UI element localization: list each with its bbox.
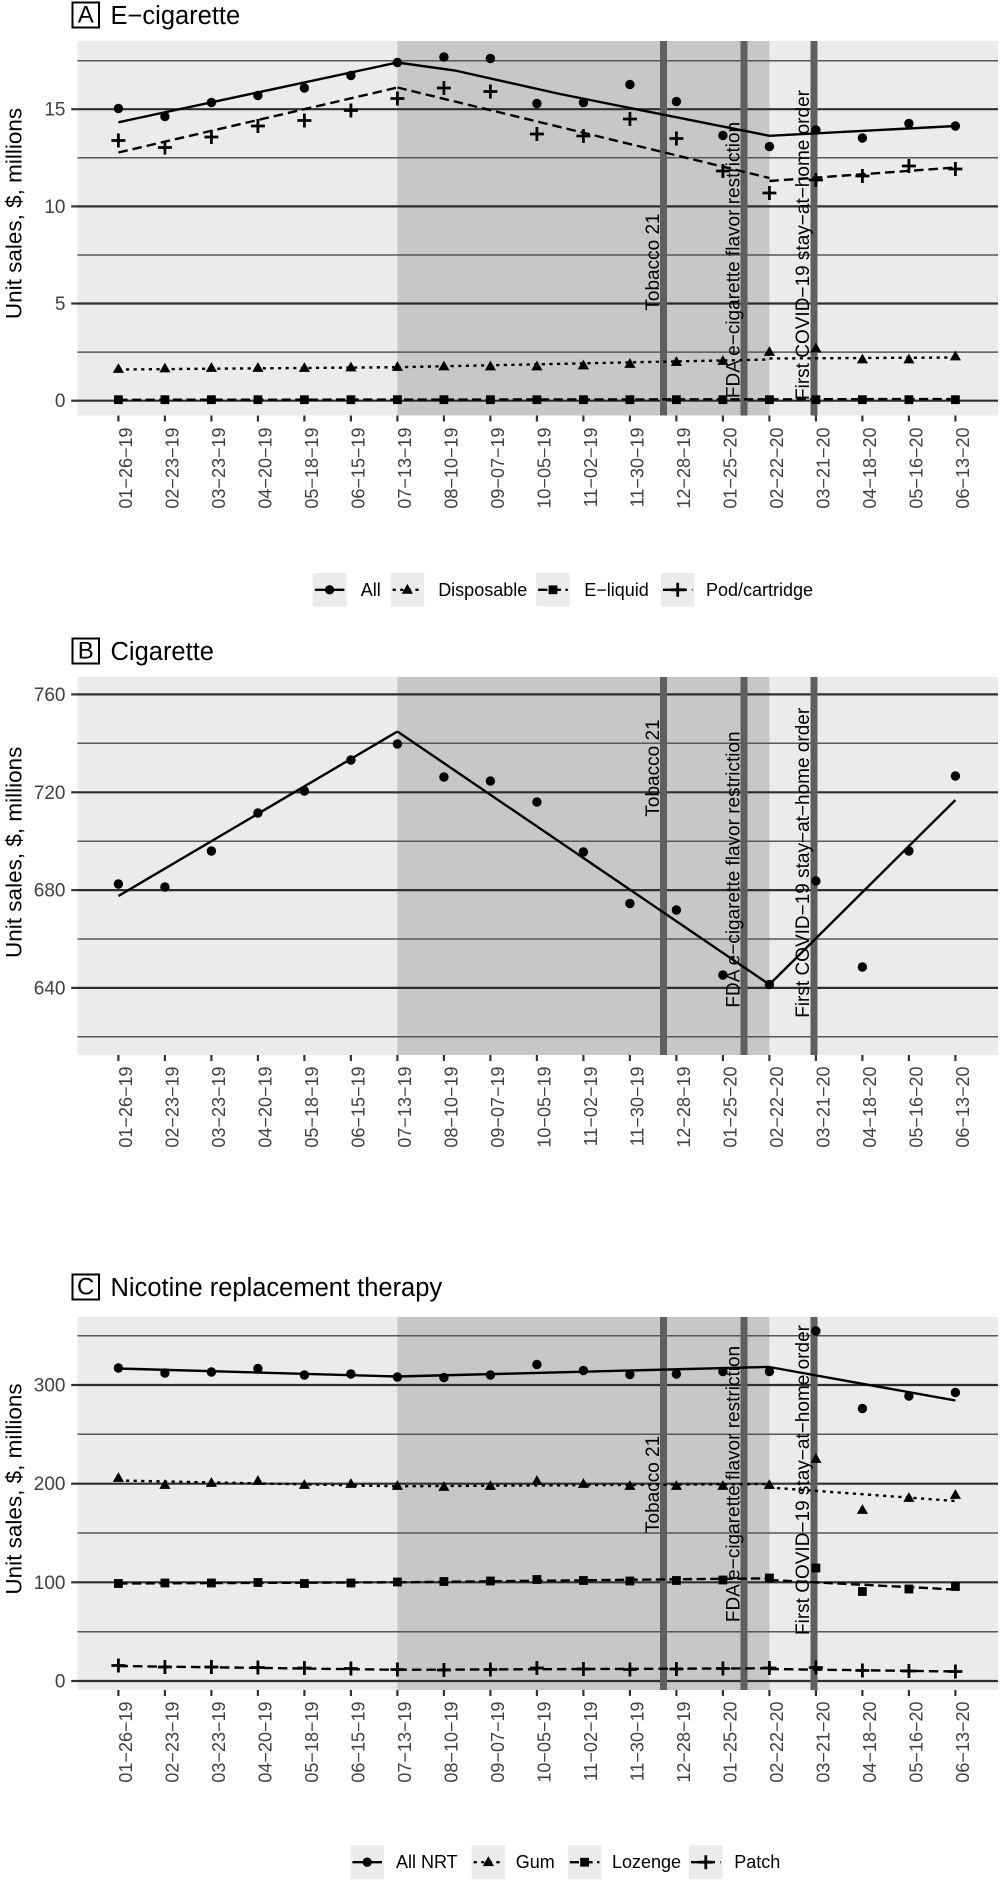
svg-text:05−18−19: 05−18−19 [302,1067,322,1148]
svg-text:02−23−19: 02−23−19 [163,428,183,509]
svg-text:02−22−20: 02−22−20 [767,428,787,509]
svg-text:04−18−20: 04−18−20 [860,1067,880,1148]
svg-text:04−20−19: 04−20−19 [256,1702,276,1783]
svg-text:06−15−19: 06−15−19 [349,1702,369,1783]
svg-text:All: All [361,580,381,600]
svg-text:01−25−20: 01−25−20 [721,428,741,509]
svg-text:680: 680 [34,881,66,902]
svg-text:First COVID−19 stay−at−home or: First COVID−19 stay−at−home order [793,1324,814,1635]
svg-text:07−13−19: 07−13−19 [395,1702,415,1783]
svg-text:Tobacco 21: Tobacco 21 [643,1436,664,1533]
svg-text:FDA e−cigarette flavor restric: FDA e−cigarette flavor restriction [724,122,745,398]
svg-text:04−18−20: 04−18−20 [860,1702,880,1783]
svg-text:Lozenge: Lozenge [612,1852,681,1872]
svg-text:03−21−20: 03−21−20 [814,1067,834,1148]
svg-text:02−22−20: 02−22−20 [767,1702,787,1783]
svg-text:01−25−20: 01−25−20 [721,1067,741,1148]
svg-text:12−28−19: 12−28−19 [674,1702,694,1783]
svg-text:01−26−19: 01−26−19 [116,428,136,509]
svg-text:07−13−19: 07−13−19 [395,428,415,509]
svg-text:10: 10 [44,197,65,218]
svg-text:10−05−19: 10−05−19 [535,1702,555,1783]
svg-text:03−23−19: 03−23−19 [209,428,229,509]
svg-text:03−23−19: 03−23−19 [209,1702,229,1783]
svg-text:05−16−20: 05−16−20 [907,1067,927,1148]
svg-text:640: 640 [34,978,66,999]
svg-text:03−21−20: 03−21−20 [814,1702,834,1783]
svg-text:10−05−19: 10−05−19 [535,1067,555,1148]
svg-text:09−07−19: 09−07−19 [488,428,508,509]
svg-text:Cigarette: Cigarette [111,638,214,666]
svg-text:02−23−19: 02−23−19 [163,1067,183,1148]
svg-text:03−21−20: 03−21−20 [814,428,834,509]
svg-text:08−10−19: 08−10−19 [442,1067,462,1148]
svg-text:First COVID−19 stay−at−home or: First COVID−19 stay−at−home order [793,89,814,400]
svg-text:02−22−20: 02−22−20 [767,1067,787,1148]
svg-text:09−07−19: 09−07−19 [488,1702,508,1783]
svg-text:10−05−19: 10−05−19 [535,428,555,509]
svg-text:02−23−19: 02−23−19 [163,1702,183,1783]
svg-text:04−20−19: 04−20−19 [256,1067,276,1148]
svg-text:01−26−19: 01−26−19 [116,1067,136,1148]
svg-text:Nicotine replacement therapy: Nicotine replacement therapy [111,1274,443,1302]
svg-text:First COVID−19 stay−at−home or: First COVID−19 stay−at−home order [793,707,814,1018]
svg-text:06−13−20: 06−13−20 [953,1702,973,1783]
svg-text:05−18−19: 05−18−19 [302,428,322,509]
svg-text:11−02−19: 11−02−19 [581,1067,601,1147]
svg-text:15: 15 [44,100,65,121]
svg-text:01−26−19: 01−26−19 [116,1702,136,1783]
svg-text:09−07−19: 09−07−19 [488,1067,508,1148]
svg-text:11−30−19: 11−30−19 [628,1067,648,1147]
svg-text:Gum: Gum [516,1852,555,1872]
svg-text:11−02−19: 11−02−19 [581,1702,601,1782]
svg-text:06−15−19: 06−15−19 [349,1067,369,1148]
svg-text:11−02−19: 11−02−19 [581,428,601,508]
svg-text:01−25−20: 01−25−20 [721,1702,741,1783]
svg-text:A: A [78,2,94,29]
svg-text:11−30−19: 11−30−19 [628,428,648,508]
svg-text:04−20−19: 04−20−19 [256,428,276,509]
svg-text:E−cigarette: E−cigarette [111,2,241,30]
svg-text:Unit sales, $, millions: Unit sales, $, millions [2,108,27,319]
svg-text:760: 760 [34,685,66,706]
svg-text:Tobacco 21: Tobacco 21 [643,213,664,310]
svg-text:C: C [77,1274,94,1301]
svg-text:06−13−20: 06−13−20 [953,428,973,509]
svg-text:07−13−19: 07−13−19 [395,1067,415,1148]
svg-text:06−13−20: 06−13−20 [953,1067,973,1148]
svg-text:05−16−20: 05−16−20 [907,428,927,509]
svg-text:720: 720 [34,783,66,804]
svg-text:Patch: Patch [734,1852,780,1872]
svg-text:12−28−19: 12−28−19 [674,428,694,509]
svg-text:Disposable: Disposable [438,580,527,600]
svg-text:08−10−19: 08−10−19 [442,1702,462,1783]
svg-text:FDA e−cigarette flavor restric: FDA e−cigarette flavor restriction [724,731,745,1007]
svg-text:12−28−19: 12−28−19 [674,1067,694,1148]
svg-text:100: 100 [34,1573,66,1594]
svg-text:11−30−19: 11−30−19 [628,1702,648,1782]
svg-text:0: 0 [55,391,66,412]
svg-text:Unit sales, $, millions: Unit sales, $, millions [2,747,27,958]
svg-text:200: 200 [34,1474,66,1495]
svg-text:Unit sales, $, millions: Unit sales, $, millions [2,1383,27,1594]
svg-text:05−18−19: 05−18−19 [302,1702,322,1783]
svg-text:Pod/cartridge: Pod/cartridge [706,580,813,600]
svg-text:Tobacco 21: Tobacco 21 [643,719,664,816]
svg-text:0: 0 [55,1672,66,1693]
svg-text:08−10−19: 08−10−19 [442,428,462,509]
svg-text:E−liquid: E−liquid [584,580,649,600]
svg-text:B: B [78,638,94,665]
svg-text:04−18−20: 04−18−20 [860,428,880,509]
svg-text:05−16−20: 05−16−20 [907,1702,927,1783]
svg-text:All NRT: All NRT [396,1852,458,1872]
svg-text:06−15−19: 06−15−19 [349,428,369,509]
svg-text:5: 5 [55,294,66,315]
svg-text:03−23−19: 03−23−19 [209,1067,229,1148]
svg-text:300: 300 [34,1376,66,1397]
